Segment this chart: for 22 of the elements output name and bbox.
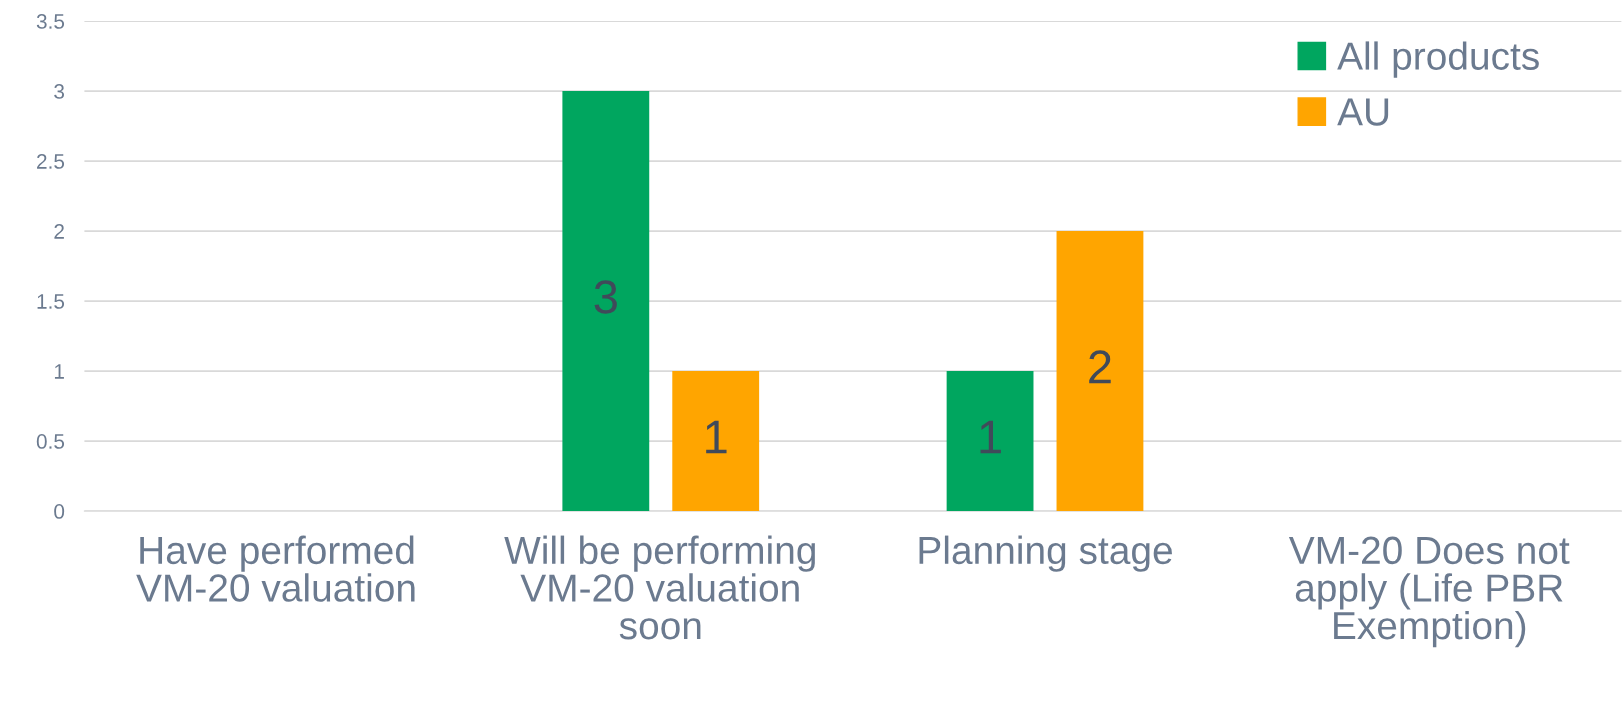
- bar: [946, 371, 1034, 512]
- data-label: 1: [706, 420, 727, 454]
- x-tick-label: Will be performing VM-20 valuation soon: [504, 535, 815, 640]
- x-tick-label: VM-20 Does not apply (Life PBR Exemption): [1288, 536, 1570, 648]
- legend-label: All products: [1337, 41, 1539, 78]
- x-tick-label: Planning stage: [919, 535, 1172, 572]
- data-label: 1: [980, 420, 1001, 454]
- y-tick-label: 1: [54, 364, 64, 379]
- y-tick-label: 0.5: [36, 434, 65, 449]
- bar: [562, 91, 650, 512]
- data-label: 3: [594, 280, 617, 314]
- legend-label: AU: [1337, 98, 1389, 126]
- y-tick-label: 1.5: [37, 294, 65, 309]
- y-tick-label: 3: [54, 84, 65, 99]
- y-tick-label: 2.5: [37, 154, 65, 169]
- y-tick-label: 3.5: [36, 14, 65, 29]
- x-tick-label: Have performed VM-20 valuation: [136, 535, 415, 602]
- bar: [672, 371, 760, 512]
- bar: [1056, 231, 1144, 512]
- data-label: 2: [1089, 350, 1111, 384]
- y-tick-label: 2: [54, 224, 64, 239]
- y-tick-label: 0: [54, 504, 65, 519]
